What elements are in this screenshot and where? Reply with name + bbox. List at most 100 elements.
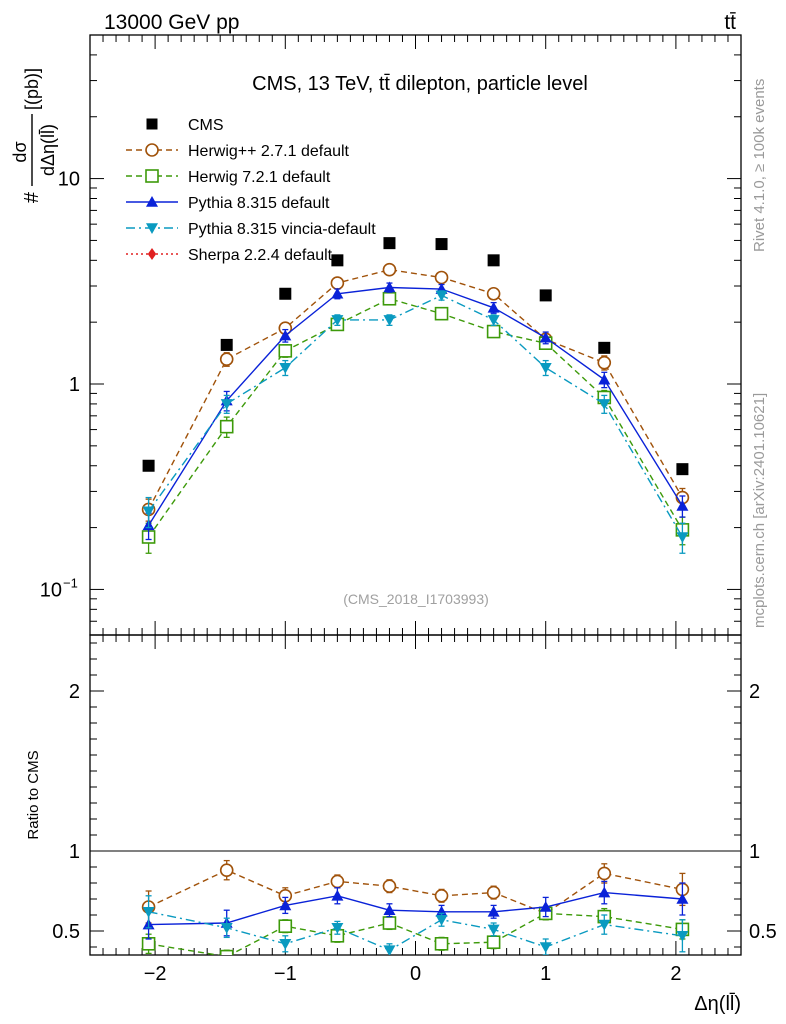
- legend-entry-pythia-8-315-vincia-default: Pythia 8.315 vincia-default: [126, 221, 376, 238]
- data-point-pythia-8-315-vincia-default: [331, 923, 344, 934]
- data-point-pythia-8-315-default: [598, 373, 611, 385]
- ratio-axis-ticks: [89, 635, 742, 955]
- chart-title: CMS, 13 TeV, tt̄ dilepton, particle leve…: [252, 73, 588, 95]
- x-tick-labels: −2 −1 0 1 2: [144, 963, 682, 985]
- x-tick-label: 2: [670, 963, 681, 985]
- data-point-herwig-7-2-1-default: [278, 344, 293, 358]
- main-y-tick-label: 10: [58, 169, 80, 191]
- data-point-pythia-8-315-vincia-default: [676, 931, 689, 942]
- data-point-herwig-7-2-1-default: [486, 935, 501, 950]
- data-point-cms: [487, 254, 500, 267]
- main-y-tick-label: 1: [69, 374, 80, 396]
- data-point-pythia-8-315-default: [676, 893, 689, 904]
- ratio-y-tick-label-left: 2: [69, 681, 80, 703]
- main-y-axis-label: # dσ dΔη(ll̄) [(pb)]: [10, 68, 58, 203]
- legend-label: Herwig 7.2.1 default: [188, 169, 331, 186]
- x-tick-label: 1: [540, 963, 551, 985]
- data-point-pythia-8-315-default: [279, 329, 292, 341]
- data-point-pythia-8-315-vincia-default: [383, 945, 396, 955]
- data-point-pythia-8-315-vincia-default: [435, 290, 448, 302]
- data-point-pythia-8-315-vincia-default: [142, 506, 155, 518]
- series-line-pythia-8-315-default: [148, 891, 683, 926]
- data-point-cms: [598, 341, 611, 354]
- data-point-pythia-8-315-vincia-default: [487, 315, 500, 326]
- data-point-pythia-8-315-vincia-default: [220, 399, 233, 410]
- series-line-herwig-7-2-1-default: [148, 912, 683, 955]
- data-point-herwig-2-7-1-default: [434, 888, 449, 903]
- ratio-y-tick-label-left: 0.5: [52, 921, 80, 943]
- y-label-numerator: dσ: [10, 141, 30, 162]
- data-point-pythia-8-315-vincia-default: [539, 942, 552, 953]
- data-point-herwig-2-7-1-default: [597, 866, 612, 881]
- main-y-tick-exponent: −1: [63, 575, 78, 590]
- series-cms: [142, 237, 689, 476]
- data-point-herwig-7-2-1-default: [434, 936, 449, 951]
- series-line-herwig-2-7-1-default: [147, 269, 684, 510]
- legend-marker: [145, 143, 159, 157]
- data-point-cms: [331, 254, 344, 267]
- data-point-pythia-8-315-vincia-default: [598, 399, 611, 410]
- y-label-unit: [(pb)]: [22, 68, 42, 110]
- data-point-pythia-8-315-vincia-default: [279, 362, 292, 374]
- legend-label: Herwig++ 2.7.1 default: [188, 143, 350, 160]
- data-point-pythia-8-315-vincia-default: [539, 362, 552, 374]
- ratio-series-layer: [141, 859, 690, 955]
- data-point-pythia-8-315-vincia-default: [435, 915, 448, 926]
- data-point-herwig-7-2-1-default: [486, 324, 501, 339]
- data-point-cms: [220, 338, 233, 351]
- legend-label: Sherpa 2.2.4 default: [188, 247, 333, 264]
- data-point-pythia-8-315-vincia-default: [598, 919, 611, 931]
- series-line-pythia-8-315-default: [147, 286, 684, 526]
- data-point-herwig-2-7-1-default: [330, 276, 345, 290]
- series-herwig-7-2-1-default: [141, 291, 690, 554]
- series-line-herwig-7-2-1-default: [148, 298, 684, 538]
- ratio-y-tick-label-left: 1: [69, 841, 80, 863]
- series-pythia-8-315-vincia-default: [142, 290, 689, 554]
- data-point-cms: [676, 463, 689, 476]
- data-point-cms: [279, 287, 292, 300]
- series-line-pythia-8-315-vincia-default: [148, 294, 684, 538]
- energy-label: 13000 GeV pp: [104, 11, 239, 34]
- data-point-pythia-8-315-default: [331, 889, 344, 901]
- data-point-herwig-2-7-1-default: [382, 879, 397, 894]
- data-point-pythia-8-315-vincia-default: [279, 939, 292, 950]
- process-label: tt̄: [724, 11, 736, 34]
- legend-marker: [147, 248, 157, 260]
- series-line-pythia-8-315-vincia-default: [148, 911, 683, 951]
- data-point-herwig-2-7-1-default: [434, 270, 449, 285]
- data-point-herwig-7-2-1-default: [278, 919, 293, 934]
- data-point-pythia-8-315-default: [487, 905, 500, 917]
- data-point-herwig-7-2-1-default: [382, 291, 397, 306]
- ratio-y-tick-label-right: 0.5: [749, 921, 777, 943]
- data-point-herwig-7-2-1-default: [382, 916, 397, 930]
- data-point-pythia-8-315-default: [383, 281, 396, 293]
- ratio-y-tick-labels: 0.5 0.5 1 1 2 2: [52, 681, 777, 943]
- legend: CMS Herwig++ 2.7.1 default Herwig 7.2.1 de…: [126, 117, 376, 264]
- main-axis-ticks: [89, 34, 742, 636]
- x-tick-label: −2: [144, 963, 167, 985]
- data-point-pythia-8-315-default: [383, 904, 396, 915]
- legend-label: Pythia 8.315 vincia-default: [188, 221, 376, 238]
- data-point-pythia-8-315-vincia-default: [383, 315, 396, 326]
- data-point-herwig-2-7-1-default: [597, 355, 612, 370]
- data-point-cms: [142, 459, 155, 472]
- legend-marker: [146, 118, 158, 130]
- legend-marker: [145, 169, 159, 183]
- data-point-pythia-8-315-default: [279, 899, 292, 911]
- data-point-herwig-7-2-1-default: [434, 306, 449, 321]
- series-line-herwig-2-7-1-default: [148, 869, 683, 915]
- data-point-herwig-2-7-1-default: [486, 286, 501, 301]
- data-point-herwig-2-7-1-default: [219, 863, 234, 878]
- data-point-cms: [539, 289, 552, 302]
- data-point-cms: [383, 237, 396, 250]
- legend-marker: [146, 196, 158, 207]
- x-tick-label: 0: [410, 963, 421, 985]
- legend-entry-cms: CMS: [146, 117, 224, 134]
- data-point-pythia-8-315-default: [676, 499, 689, 511]
- data-point-herwig-2-7-1-default: [486, 885, 501, 900]
- rivet-label: Rivet 4.1.0, ≥ 100k events: [751, 79, 768, 252]
- legend-marker: [146, 223, 158, 234]
- data-point-herwig-2-7-1-default: [219, 352, 234, 367]
